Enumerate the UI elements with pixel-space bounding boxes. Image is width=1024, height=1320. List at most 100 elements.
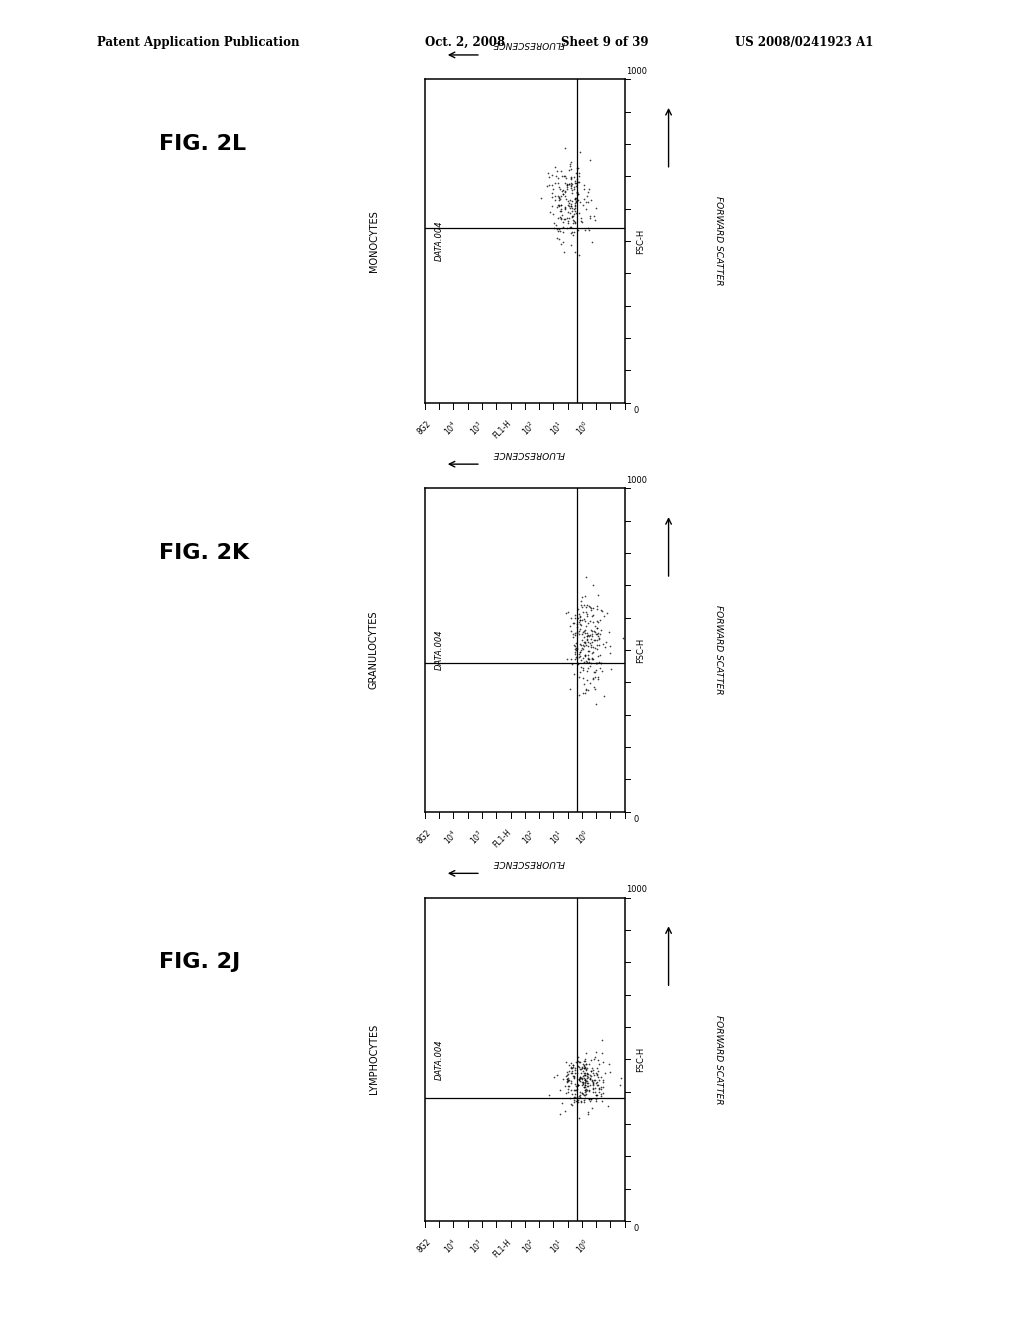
Point bbox=[594, 1082, 610, 1104]
Point bbox=[570, 598, 587, 619]
Point bbox=[592, 657, 608, 678]
Point bbox=[602, 643, 618, 664]
Point bbox=[596, 685, 612, 706]
Point bbox=[582, 655, 598, 676]
Point bbox=[563, 1063, 580, 1084]
Text: FLUORESCENCE: FLUORESCENCE bbox=[493, 40, 565, 49]
Point bbox=[570, 172, 587, 193]
Point bbox=[552, 206, 568, 227]
Point bbox=[578, 1060, 594, 1081]
Point bbox=[572, 606, 589, 627]
Point bbox=[566, 203, 583, 224]
Point bbox=[561, 174, 578, 195]
Point bbox=[574, 1061, 591, 1082]
Point bbox=[593, 1078, 609, 1100]
Point bbox=[600, 1096, 616, 1117]
Point bbox=[585, 1059, 601, 1080]
Point bbox=[579, 1063, 595, 1084]
Text: DATA.004: DATA.004 bbox=[435, 220, 444, 261]
Point bbox=[575, 1057, 592, 1078]
Point bbox=[564, 224, 581, 246]
Point bbox=[570, 1069, 587, 1090]
Point bbox=[563, 182, 580, 203]
Point bbox=[585, 611, 601, 632]
Point bbox=[584, 620, 600, 642]
Point bbox=[568, 647, 585, 668]
Point bbox=[571, 1052, 588, 1073]
Point bbox=[587, 661, 603, 682]
Point bbox=[565, 1055, 582, 1076]
Text: 1000: 1000 bbox=[626, 67, 647, 77]
Point bbox=[567, 648, 584, 669]
Point bbox=[555, 180, 571, 201]
Point bbox=[575, 178, 592, 199]
Point bbox=[614, 627, 631, 648]
Point bbox=[565, 626, 582, 647]
Point bbox=[611, 1074, 628, 1096]
Point bbox=[573, 1072, 590, 1093]
Point bbox=[571, 645, 588, 667]
Point bbox=[569, 1074, 586, 1096]
Text: 0: 0 bbox=[634, 1224, 639, 1233]
Point bbox=[577, 1068, 593, 1089]
Text: $10^3$: $10^3$ bbox=[468, 418, 486, 438]
Point bbox=[581, 219, 597, 240]
Point bbox=[578, 601, 594, 622]
Text: $10^0$: $10^0$ bbox=[573, 828, 593, 847]
Point bbox=[585, 574, 601, 595]
Point bbox=[580, 1065, 596, 1086]
Point bbox=[561, 216, 578, 238]
Point bbox=[571, 1051, 588, 1072]
Point bbox=[574, 660, 591, 681]
Point bbox=[573, 594, 590, 615]
Point bbox=[580, 1057, 596, 1078]
Point bbox=[574, 682, 591, 704]
Point bbox=[572, 1067, 589, 1088]
Point bbox=[564, 1084, 581, 1105]
Point bbox=[588, 1089, 604, 1110]
Point bbox=[575, 1084, 592, 1105]
Point bbox=[558, 1068, 574, 1089]
Text: Oct. 2, 2008: Oct. 2, 2008 bbox=[425, 36, 505, 49]
Text: DATA.004: DATA.004 bbox=[435, 1039, 444, 1080]
Point bbox=[563, 1057, 580, 1078]
Point bbox=[566, 176, 583, 197]
Point bbox=[562, 1088, 579, 1109]
Point bbox=[565, 166, 582, 187]
Point bbox=[550, 220, 566, 242]
Point bbox=[577, 1064, 593, 1085]
Point bbox=[541, 166, 557, 187]
Point bbox=[566, 1065, 583, 1086]
Point bbox=[571, 1081, 588, 1102]
Point bbox=[556, 181, 572, 202]
Point bbox=[573, 586, 590, 607]
Text: FORWARD SCATTER: FORWARD SCATTER bbox=[715, 1015, 723, 1104]
Point bbox=[564, 173, 581, 194]
Point bbox=[581, 178, 597, 199]
Point bbox=[567, 1084, 584, 1105]
Point bbox=[562, 195, 579, 216]
Point bbox=[571, 1068, 588, 1089]
Point bbox=[568, 614, 585, 635]
Point bbox=[562, 168, 579, 189]
Point bbox=[557, 209, 573, 230]
Point bbox=[567, 642, 584, 663]
Point bbox=[558, 1082, 574, 1104]
Point bbox=[569, 1092, 586, 1113]
Point bbox=[559, 1071, 575, 1092]
Point bbox=[587, 638, 603, 659]
Point bbox=[572, 591, 589, 612]
Point bbox=[567, 201, 584, 222]
Point bbox=[579, 660, 595, 681]
Point bbox=[559, 648, 575, 669]
Point bbox=[560, 1069, 577, 1090]
Point bbox=[587, 1069, 603, 1090]
Point bbox=[560, 602, 577, 623]
Point bbox=[563, 1060, 580, 1081]
Point bbox=[563, 1057, 580, 1078]
Point bbox=[583, 635, 599, 656]
Point bbox=[568, 191, 585, 213]
Text: FL1-H: FL1-H bbox=[490, 828, 513, 850]
Point bbox=[579, 603, 595, 624]
Point bbox=[554, 205, 570, 226]
